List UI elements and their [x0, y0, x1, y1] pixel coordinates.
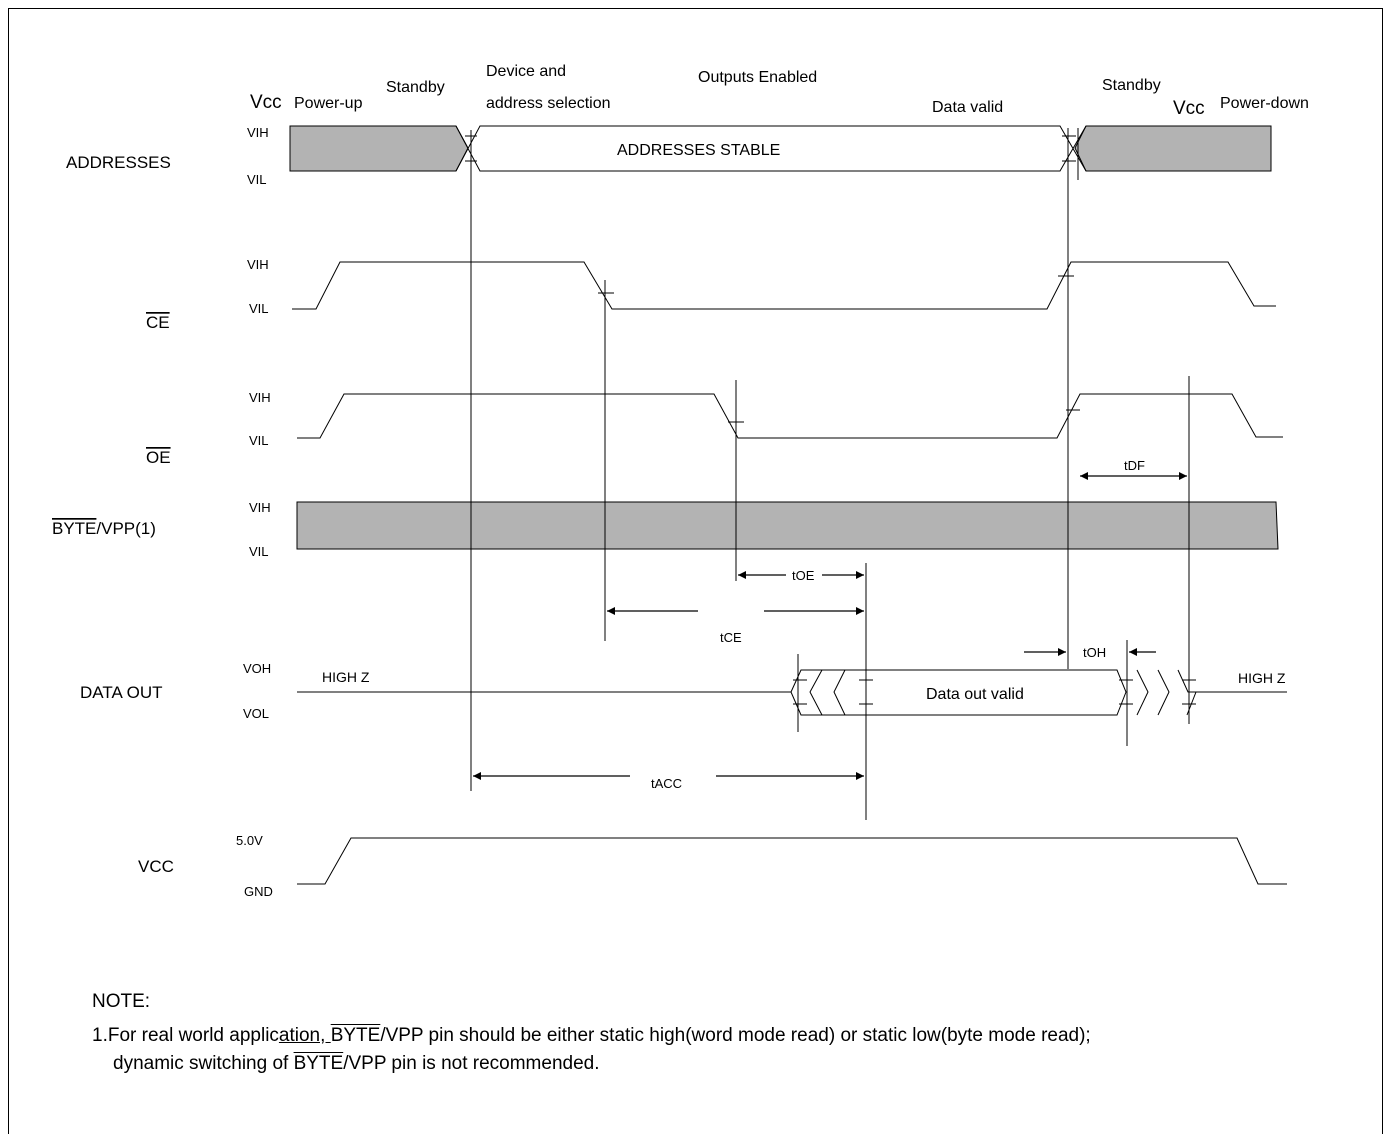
addresses-undefined-left	[289, 125, 469, 172]
oe-waveform	[297, 393, 1283, 439]
phase-outputs-enabled: Outputs Enabled	[698, 69, 817, 86]
phase-vcc-left: Vcc	[250, 92, 282, 113]
ce-waveform	[292, 261, 1276, 310]
reference-lines	[470, 128, 1190, 820]
level-ce-vih: VIH	[247, 257, 269, 272]
addresses-waveform	[289, 125, 1272, 172]
timing-tce: tCE	[720, 630, 742, 645]
phase-data-valid: Data valid	[932, 99, 1003, 116]
level-ce-vil: VIL	[249, 301, 269, 316]
note-line-1: 1.For real world application, BYTE/VPP p…	[92, 1025, 1091, 1046]
timing-arrows	[473, 472, 1187, 780]
signal-oe: OE	[146, 448, 171, 467]
timing-tacc: tACC	[651, 776, 682, 791]
byte-vpp-band	[296, 501, 1279, 550]
level-vol: VOL	[243, 706, 269, 721]
level-oe-vih: VIH	[249, 390, 271, 405]
level-byte-vil: VIL	[249, 544, 269, 559]
timing-toh: tOH	[1083, 645, 1106, 660]
signal-data-out: DATA OUT	[80, 683, 163, 702]
timing-tdf: tDF	[1124, 458, 1145, 473]
addresses-stable-bottom	[455, 125, 1087, 172]
signal-vcc: VCC	[138, 857, 174, 876]
data-out-high-z-left: HIGH Z	[322, 669, 370, 685]
diagram-border	[8, 8, 1383, 1134]
level-addr-vil: VIL	[247, 172, 267, 187]
phase-vcc-right: Vcc	[1173, 98, 1205, 119]
data-out-valid-label: Data out valid	[926, 686, 1024, 703]
level-5v: 5.0V	[236, 833, 263, 848]
phase-standby-right: Standby	[1102, 77, 1161, 94]
note-block: NOTE: 1.For real world application, BYTE…	[92, 988, 1372, 1078]
phase-standby-left: Standby	[386, 79, 445, 96]
signal-byte-vpp: BYTE/VPP(1)	[52, 519, 156, 538]
data-out-high-z-right: HIGH Z	[1238, 670, 1286, 686]
addresses-stable-label: ADDRESSES STABLE	[617, 142, 780, 159]
signal-ce: CE	[146, 313, 170, 332]
level-byte-vih: VIH	[249, 500, 271, 515]
phase-power-down: Power-down	[1220, 95, 1309, 112]
level-gnd: GND	[244, 884, 273, 899]
signal-addresses: ADDRESSES	[66, 153, 171, 172]
phase-device-selection-1: Device and	[486, 63, 566, 80]
data-out-waveform	[297, 669, 1287, 716]
level-voh: VOH	[243, 661, 271, 676]
phase-power-up: Power-up	[294, 95, 363, 112]
note-line-2: dynamic switching of BYTE/VPP pin is not…	[113, 1053, 600, 1074]
vcc-waveform	[297, 837, 1287, 885]
note-heading: NOTE:	[92, 991, 151, 1012]
level-addr-vih: VIH	[247, 125, 269, 140]
phase-device-selection-2: address selection	[486, 95, 611, 112]
level-oe-vil: VIL	[249, 433, 269, 448]
addresses-undefined-right	[1074, 125, 1272, 172]
timing-toe: tOE	[792, 568, 815, 583]
